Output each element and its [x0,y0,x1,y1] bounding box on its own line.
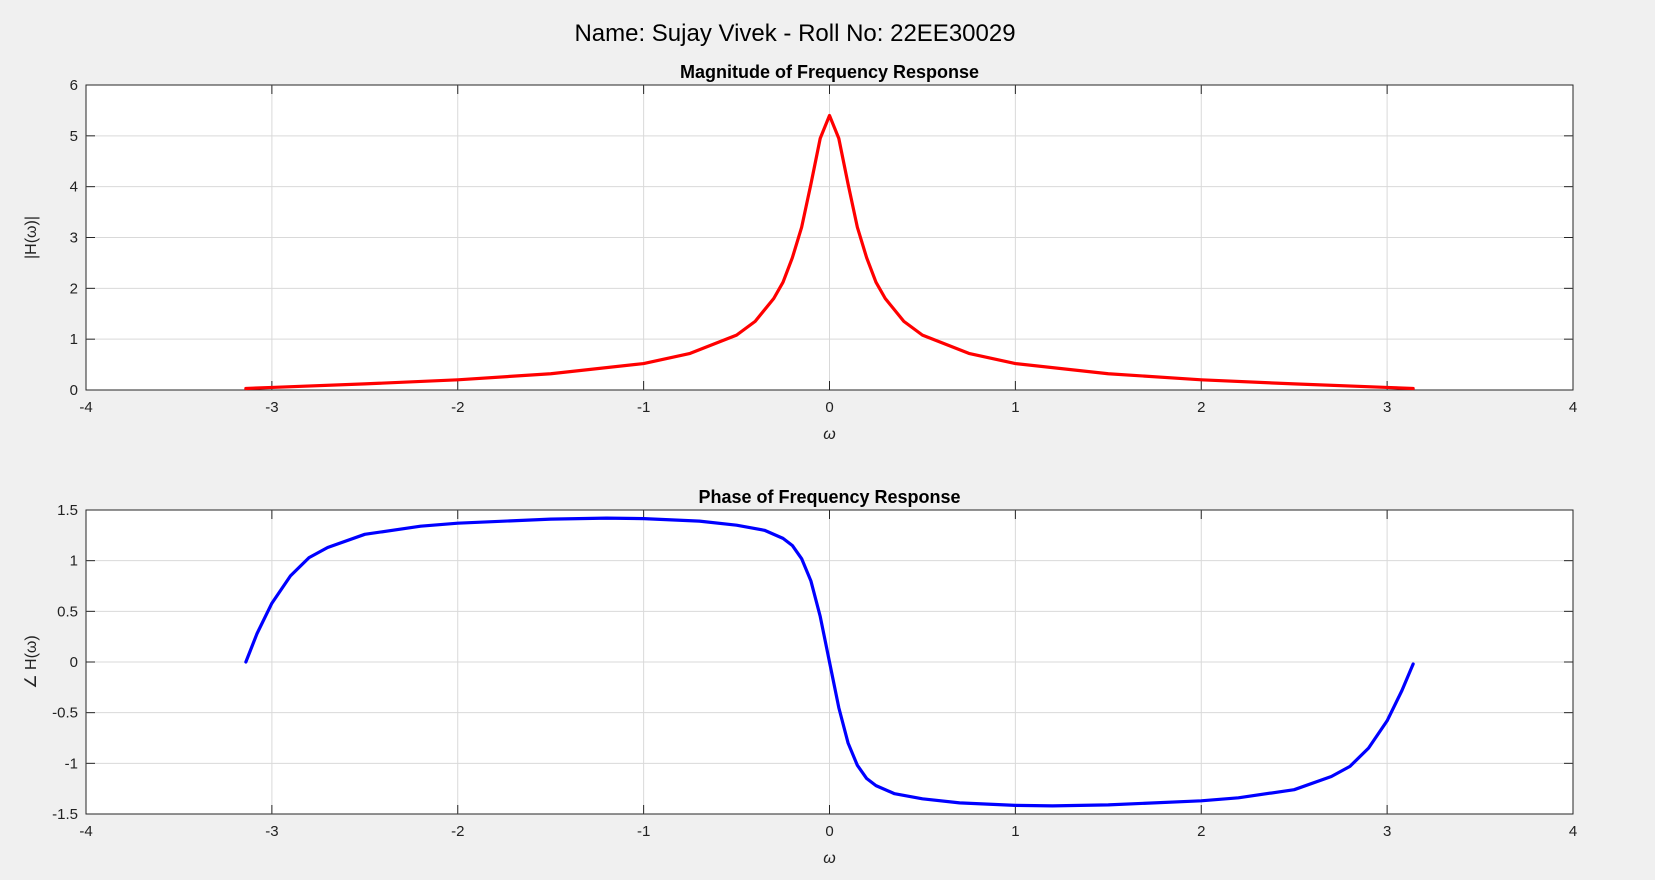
magnitude-y-tick-label: 5 [70,128,78,145]
phase-y-tick-label: 0.5 [57,603,78,620]
magnitude-y-tick-label: 1 [70,331,78,348]
phase-x-tick-label: 3 [1383,823,1391,840]
phase-y-tick-label: 1.5 [57,502,78,519]
magnitude-x-tick-label: 4 [1569,399,1577,416]
phase-ylabel: ∠ H(ω) [23,635,40,689]
magnitude-x-tick-label: 3 [1383,399,1391,416]
phase-x-tick-label: 0 [825,823,833,840]
figure-suptitle: Name: Sujay Vivek - Roll No: 22EE30029 [574,20,1015,47]
phase-x-tick-label: 4 [1569,823,1577,840]
phase-series-line [244,516,1415,808]
phase-y-tick-label: -1 [65,755,78,772]
magnitude-x-tick-label: 1 [1011,399,1019,416]
phase-xlabel: ω [823,850,835,867]
magnitude-xlabel: ω [823,426,835,443]
phase-x-tick-label: -3 [265,823,278,840]
phase-y-tick-label: 1 [70,553,78,570]
magnitude-axes: -4 -3 -2 -1 0 1 2 3 4 0 1 2 3 4 5 6 Magnitude of Frequen… [23,62,1577,443]
phase-y-tick-label: -0.5 [52,705,78,722]
phase-x-tick-label: 1 [1011,823,1019,840]
phase-x-tick-label: -2 [451,823,464,840]
phase-title: Phase of Frequency Response [698,487,960,507]
magnitude-x-tick-label: -3 [265,399,278,416]
phase-x-tick-label: -4 [79,823,92,840]
magnitude-ylabel: |H(ω)| [23,216,40,259]
phase-y-tick-label: -1.5 [52,806,78,823]
magnitude-series-line [244,113,1415,391]
magnitude-x-tick-label: -2 [451,399,464,416]
magnitude-y-tick-label: 4 [70,179,78,196]
phase-x-tick-label: -1 [637,823,650,840]
magnitude-y-tick-label: 6 [70,77,78,94]
magnitude-title: Magnitude of Frequency Response [680,62,979,82]
magnitude-x-tick-label: 0 [825,399,833,416]
magnitude-y-tick-label: 3 [70,230,78,247]
magnitude-x-tick-label: 2 [1197,399,1205,416]
magnitude-x-tick-label: -4 [79,399,92,416]
phase-x-tick-label: 2 [1197,823,1205,840]
phase-axes: -4 -3 -2 -1 0 1 2 3 4 -1.5 -1 -0.5 0 0.5 1 1.5 Phase of … [23,487,1577,867]
phase-y-tick-label: 0 [70,654,78,671]
magnitude-x-tick-label: -1 [637,399,650,416]
magnitude-y-tick-label: 0 [70,382,78,399]
magnitude-y-tick-label: 2 [70,280,78,297]
